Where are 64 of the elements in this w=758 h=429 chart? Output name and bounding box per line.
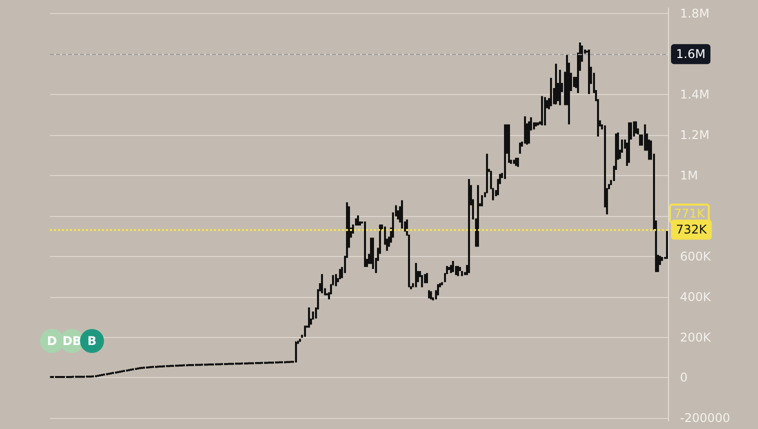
candlestick (448, 266, 450, 270)
candlestick (633, 121, 635, 137)
candlestick (437, 284, 439, 296)
y-tick-label: 1.8M (680, 6, 710, 21)
candlestick (364, 221, 366, 267)
candlestick (477, 185, 479, 247)
candlestick (450, 264, 452, 274)
candlestick (299, 338, 301, 342)
candlestick (457, 266, 459, 276)
y-tick-label: 1M (680, 168, 698, 182)
candlestick (544, 97, 546, 126)
candlestick (573, 76, 575, 87)
candlestick (426, 273, 428, 284)
candlestick (357, 215, 359, 226)
y-tick-label: -200000 (680, 411, 730, 426)
candlestick (415, 262, 417, 288)
candlestick (588, 50, 590, 94)
text: 771K (674, 206, 706, 221)
candlestick (517, 158, 519, 167)
candlestick (508, 124, 510, 163)
y-tick-label: 1.2M (680, 128, 710, 142)
candlestick (519, 142, 521, 154)
candlestick (555, 64, 557, 104)
candlestick (486, 154, 488, 194)
candlestick (559, 70, 561, 106)
candlestick (481, 195, 483, 206)
candlestick (515, 158, 517, 166)
candlestick (468, 179, 470, 274)
candlestick (335, 274, 337, 286)
candlestick (528, 121, 530, 144)
y-tick-label: 1.4M (680, 88, 710, 102)
y-tick-label: 600K (680, 249, 712, 264)
candlestick (644, 124, 646, 151)
candlestick (372, 238, 374, 269)
y-tick-label: 200K (680, 330, 712, 344)
candlestick (421, 275, 423, 288)
candlestick (401, 200, 403, 229)
candlestick (441, 282, 443, 286)
candlestick (430, 291, 432, 300)
y-tick-label: 0 (680, 370, 688, 385)
candlestick (308, 307, 310, 328)
candlestick (661, 256, 663, 261)
candlestick (666, 229, 668, 259)
candlestick (339, 269, 341, 280)
candlestick (424, 274, 426, 284)
candlestick (504, 124, 506, 179)
ref-line-label: 1.6M (676, 47, 706, 62)
candlestick (524, 116, 526, 144)
candlestick (452, 260, 454, 272)
candlestick (635, 121, 637, 134)
candlestick (550, 78, 552, 106)
candlestick (304, 326, 306, 337)
candlestick (537, 122, 539, 126)
candlestick (461, 271, 463, 276)
candlestick (513, 160, 515, 164)
candlestick (428, 290, 430, 298)
candlestick (535, 122, 537, 126)
candlestick (295, 342, 297, 362)
ref-line-label: 732K (676, 222, 708, 237)
candlestick (628, 122, 630, 163)
candlestick (321, 274, 323, 294)
candlestick (541, 96, 543, 126)
candlestick (639, 134, 641, 146)
y-tick-label: 400K (680, 290, 712, 304)
